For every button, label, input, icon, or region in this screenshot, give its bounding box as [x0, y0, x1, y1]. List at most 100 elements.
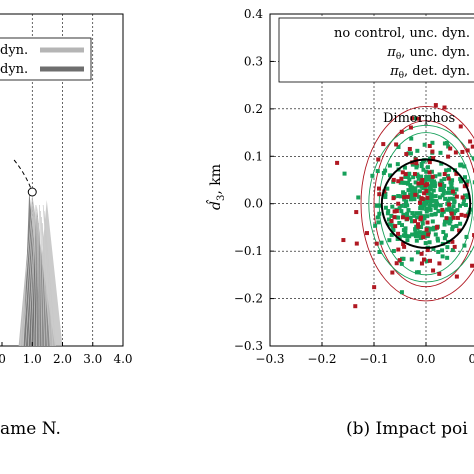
- green-point: [450, 248, 455, 253]
- green-point: [427, 191, 432, 196]
- red-point: [335, 160, 340, 165]
- red-point: [372, 285, 377, 290]
- distribution-streak: [36, 216, 39, 347]
- right-x-tick-label: −0.3: [255, 352, 284, 366]
- green-point: [403, 234, 408, 239]
- green-point: [428, 156, 433, 161]
- red-point: [430, 149, 435, 154]
- green-point: [439, 213, 444, 218]
- green-point: [403, 201, 408, 206]
- right-x-tick-label: −0.1: [359, 352, 388, 366]
- red-point: [450, 189, 455, 194]
- y-axis-unit: , km: [208, 164, 224, 195]
- green-point: [472, 180, 474, 185]
- right-x-tick-label: 0.1: [468, 352, 474, 366]
- red-point: [430, 174, 435, 179]
- green-point: [401, 190, 406, 195]
- green-point: [429, 169, 434, 174]
- green-point: [424, 169, 429, 174]
- distribution-streak: [38, 222, 40, 347]
- red-point: [427, 170, 432, 175]
- red-point: [454, 194, 459, 199]
- red-point: [424, 227, 429, 232]
- green-point: [445, 255, 450, 260]
- red-confidence-ellipse: [360, 106, 474, 302]
- red-point: [402, 244, 407, 249]
- right-legend-entry: no control, unc. dyn.: [334, 26, 470, 41]
- green-point: [422, 142, 427, 147]
- green-point: [375, 169, 380, 174]
- red-point: [376, 157, 381, 162]
- green-point: [377, 249, 382, 254]
- distribution-streak: [30, 204, 37, 347]
- green-point: [442, 236, 447, 241]
- green-point: [416, 194, 421, 199]
- red-point: [446, 154, 451, 159]
- red-point: [454, 171, 459, 176]
- green-point: [459, 179, 464, 184]
- green-point: [410, 191, 415, 196]
- right-y-tick-label: −0.1: [234, 244, 263, 258]
- right-y-tick-label: −0.3: [234, 339, 263, 353]
- green-point: [452, 211, 457, 216]
- left-tick-label: 2.0: [53, 352, 72, 366]
- green-point: [438, 150, 443, 155]
- right-y-tick-label: 0.4: [244, 7, 263, 21]
- green-point: [433, 211, 438, 216]
- red-point: [416, 222, 421, 227]
- green-point: [379, 240, 384, 245]
- red-point: [425, 248, 430, 253]
- red-point: [377, 192, 382, 197]
- red-point: [425, 182, 430, 187]
- right-axis-ticks: −0.3 −0.2 −0.1 0.0 0.1 0.2 0.3 0.4 −0.3 −0.2 −0.1 0…: [234, 7, 474, 366]
- green-point: [410, 193, 415, 198]
- green-point: [424, 207, 429, 212]
- left-x-ticks: 0 1.0 2.0 3.0 4.0: [0, 342, 133, 366]
- right-y-tick-label: 0.2: [244, 102, 263, 116]
- red-point: [392, 215, 397, 220]
- green-point: [424, 174, 429, 179]
- green-point: [406, 208, 411, 213]
- green-point: [447, 167, 452, 172]
- red-point: [426, 232, 431, 237]
- right-x-tick-label: 0.0: [416, 352, 435, 366]
- green-point: [462, 197, 467, 202]
- green-point: [448, 208, 453, 213]
- red-point: [427, 258, 432, 263]
- right-legend: no control, unc. dyn. πθ, unc. dyn. πθ, de…: [278, 17, 474, 83]
- green-point: [413, 227, 418, 232]
- distribution-streak: [33, 210, 38, 347]
- green-point: [431, 246, 436, 251]
- green-point: [440, 254, 445, 259]
- green-point: [447, 221, 452, 226]
- green-point: [402, 165, 407, 170]
- red-point: [442, 105, 447, 110]
- green-point: [390, 223, 395, 228]
- green-point: [383, 168, 388, 173]
- green-point: [462, 175, 467, 180]
- red-point: [389, 219, 394, 224]
- green-point: [401, 228, 406, 233]
- left-distribution-fills: [13, 159, 63, 347]
- green-point: [414, 238, 419, 243]
- green-point: [443, 233, 448, 238]
- green-point: [452, 191, 457, 196]
- green-point: [443, 196, 448, 201]
- red-point: [414, 161, 419, 166]
- green-point: [405, 238, 410, 243]
- green-point: [414, 270, 419, 275]
- green-point: [427, 204, 432, 209]
- green-point: [398, 194, 403, 199]
- green-point: [423, 198, 428, 203]
- red-point: [421, 235, 426, 240]
- red-point: [465, 148, 470, 153]
- green-point: [452, 199, 457, 204]
- red-point: [421, 257, 426, 262]
- green-point: [431, 183, 436, 188]
- green-point: [407, 234, 412, 239]
- green-point: [423, 201, 428, 206]
- red-point: [437, 261, 442, 266]
- green-point: [414, 163, 419, 168]
- green-point: [408, 151, 413, 156]
- distribution-streak: [42, 204, 54, 347]
